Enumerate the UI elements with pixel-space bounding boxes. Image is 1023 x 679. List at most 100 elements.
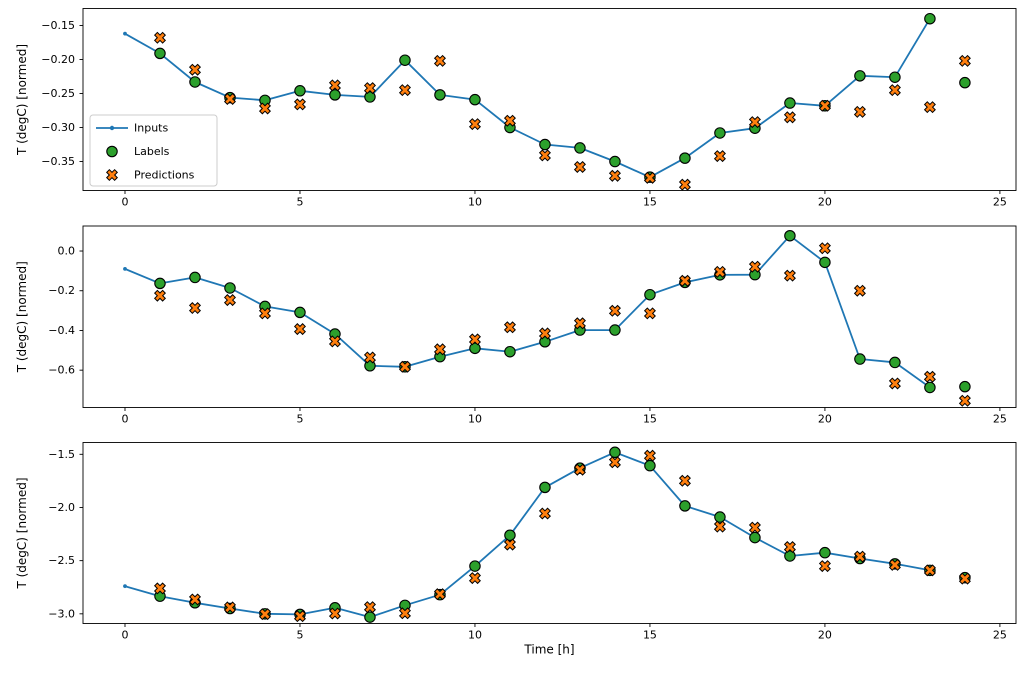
legend-dot-marker [109,125,115,131]
prediction-x-marker [573,160,586,173]
legend-frame [89,114,218,187]
prediction-x-marker [853,105,866,118]
label-circle-marker [924,12,936,25]
x-tick-label: 15 [643,413,657,426]
prediction-x-marker [958,54,971,67]
y-tick-label: −2.0 [48,501,75,514]
prediction-x-marker [153,289,167,302]
label-circle-marker [329,89,341,101]
label-circle-marker [434,89,446,101]
prediction-x-marker [888,377,901,390]
prediction-x-marker [713,150,726,163]
y-tick-label: −0.30 [41,121,75,134]
x-tick-label: 10 [468,196,482,209]
x-tick-label: 25 [993,196,1007,209]
label-circle-marker [784,229,796,242]
prediction-x-marker [433,54,446,67]
label-circle-marker [574,142,586,154]
predictions-series [153,242,971,407]
label-circle-marker [609,446,621,459]
prediction-x-marker [678,274,691,287]
prediction-x-marker [328,607,341,620]
label-circle-marker [399,54,411,66]
x-tick-label: 5 [296,413,303,426]
y-tick-label: −1.5 [48,448,75,461]
prediction-x-marker [608,304,621,317]
prediction-x-marker [258,307,271,320]
input-dot-marker [123,266,127,271]
label-circle-marker [784,550,796,562]
prediction-x-marker [363,601,376,614]
prediction-x-marker [643,171,656,184]
prediction-x-marker [328,79,341,92]
prediction-x-marker [468,333,481,346]
prediction-x-marker [398,84,411,97]
prediction-x-marker [468,572,481,585]
label-circle-marker [469,93,481,106]
subplot-2: 0 5 10 15 20 25 0.0 −0.2 −0.4 −0.6 T (degC) [norme… [15,225,1017,426]
y-tick-label: −3.0 [48,607,75,620]
axes-frame [82,8,1017,191]
label-circle-marker [679,500,691,512]
prediction-x-marker [258,608,271,621]
x-tick-label: 0 [121,196,128,209]
prediction-x-marker [608,169,621,182]
x-tick-label: 20 [818,196,832,209]
legend-item-inputs: Inputs [96,122,168,135]
subplot-1: 0 5 10 15 20 25 −0.15 −0.20 −0.25 −0.30 −0.35 T (de… [15,8,1017,209]
prediction-x-marker [153,582,167,595]
prediction-x-marker [293,98,306,111]
prediction-x-marker [293,323,306,336]
prediction-x-marker [608,456,621,469]
legend: Inputs Labels Predictions [89,114,218,187]
prediction-x-marker [188,302,201,315]
label-circle-marker [749,531,761,544]
x-tick-label: 25 [993,413,1007,426]
label-circle-marker [644,459,656,472]
legend-item-predictions: Predictions [105,168,195,182]
y-tick-label: −0.6 [48,364,75,377]
prediction-x-marker [105,168,119,182]
label-circle-marker [154,47,166,60]
x-tick-label: 10 [468,629,482,642]
label-circle-marker [539,138,551,151]
label-circle-marker [294,306,306,319]
legend-circle-marker [106,145,118,158]
prediction-x-marker [888,84,901,97]
label-circle-marker [854,70,866,82]
y-tick-label: −0.35 [41,155,75,168]
x-tick-label: 10 [468,413,482,426]
x-tick-label: 0 [121,629,128,642]
prediction-x-marker [538,507,551,520]
label-circle-marker [819,546,831,559]
x-tick-label: 20 [818,413,832,426]
prediction-x-marker [223,294,236,307]
prediction-x-marker [643,449,656,462]
x-tick-label: 25 [993,629,1007,642]
label-circle-marker [889,71,901,83]
prediction-x-marker [433,343,446,356]
label-circle-marker [539,481,551,494]
prediction-x-marker [923,101,936,114]
label-circle-marker [154,277,166,290]
inputs-line [124,234,931,389]
prediction-x-marker [748,116,761,129]
label-circle-marker [609,155,621,168]
x-axis-label: Time [h] [523,643,574,657]
y-tick-label: −0.25 [41,87,75,100]
prediction-x-marker [958,394,971,407]
axes-frame [82,442,1017,624]
x-tick-label: 0 [121,413,128,426]
x-tick-label: 20 [818,629,832,642]
y-axis-label: T (degC) [normed] [15,261,29,373]
prediction-x-marker [923,564,936,577]
prediction-x-marker [818,99,831,112]
label-circle-marker [644,288,656,301]
prediction-x-marker [678,178,691,191]
prediction-x-marker [713,520,726,533]
label-circle-marker [189,271,201,284]
prediction-x-marker [293,610,306,623]
prediction-x-marker [538,327,551,340]
label-circle-marker [819,256,831,269]
axes-frame [82,225,1017,408]
